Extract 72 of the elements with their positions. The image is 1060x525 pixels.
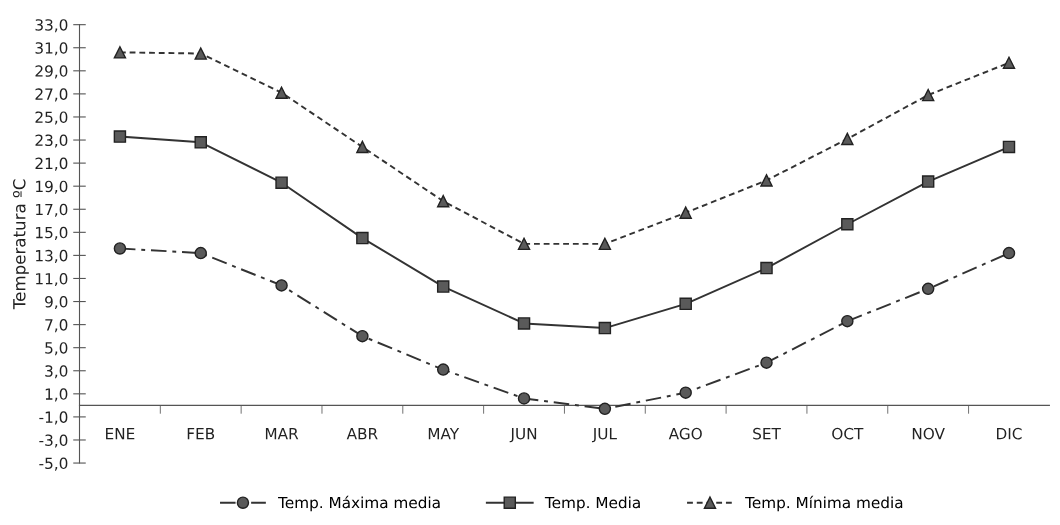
legend-label: Temp. Mínima media bbox=[745, 495, 903, 512]
y-tick-label: 1,0 bbox=[45, 388, 68, 402]
y-tick-label: -1,0 bbox=[39, 411, 68, 425]
point bbox=[598, 402, 612, 416]
point bbox=[760, 261, 773, 275]
point bbox=[113, 242, 127, 255]
x-tick-label: AGO bbox=[668, 427, 702, 440]
point bbox=[841, 132, 854, 146]
y-tick-label: 21,0 bbox=[35, 157, 68, 171]
x-tick-label: MAY bbox=[428, 428, 460, 440]
y-tick-label: 29,0 bbox=[35, 65, 68, 79]
x-tick-label: JUL bbox=[591, 428, 617, 443]
point bbox=[679, 386, 692, 399]
y-tick-label: 9,0 bbox=[45, 296, 68, 310]
point bbox=[436, 363, 450, 376]
point bbox=[356, 231, 369, 245]
y-tick-label: 3,0 bbox=[45, 365, 68, 379]
point bbox=[679, 297, 692, 311]
y-tick-label: 11,0 bbox=[36, 272, 68, 287]
point bbox=[113, 46, 127, 59]
point bbox=[194, 246, 207, 260]
point bbox=[760, 174, 773, 187]
point bbox=[1002, 246, 1016, 260]
legend-label: Temp. Media bbox=[544, 496, 640, 512]
y-tick-label: -5,0 bbox=[39, 457, 68, 471]
point bbox=[1002, 56, 1016, 69]
y-tick-label: 15,0 bbox=[36, 226, 68, 240]
point bbox=[194, 47, 207, 60]
y-tick-label: 5,0 bbox=[45, 342, 68, 356]
x-tick-label: NOV bbox=[912, 427, 945, 440]
y-tick-label: -3,0 bbox=[39, 434, 68, 448]
y-axis-title: Temperatura ºC bbox=[12, 179, 29, 310]
point bbox=[679, 206, 692, 219]
point bbox=[921, 175, 935, 188]
point bbox=[436, 280, 450, 293]
point bbox=[275, 279, 288, 292]
x-tick-label: OCT bbox=[832, 427, 864, 440]
point bbox=[921, 282, 935, 296]
point bbox=[598, 237, 612, 251]
point bbox=[921, 88, 935, 102]
point bbox=[517, 317, 531, 330]
point bbox=[194, 136, 207, 149]
x-tick-label: DIC bbox=[997, 427, 1022, 440]
y-tick-label: 31,0 bbox=[35, 42, 68, 56]
y-tick-label: 27,0 bbox=[35, 88, 68, 102]
x-tick-label: SET bbox=[753, 427, 781, 440]
point bbox=[841, 314, 854, 328]
y-tick-label: 7,0 bbox=[45, 319, 68, 333]
point bbox=[356, 140, 369, 154]
x-tick-label: ABR bbox=[346, 428, 378, 440]
point bbox=[275, 86, 288, 99]
point bbox=[517, 392, 531, 405]
point bbox=[760, 356, 773, 369]
y-tick-label: 17,0 bbox=[36, 203, 68, 217]
y-tick-label: 25,0 bbox=[35, 111, 68, 125]
point bbox=[517, 237, 531, 251]
y-tick-label: 13,0 bbox=[36, 249, 68, 263]
x-tick-label: MAR bbox=[265, 428, 299, 440]
point bbox=[436, 194, 450, 208]
point bbox=[598, 321, 612, 335]
point bbox=[841, 218, 854, 231]
y-tick-label: 19,0 bbox=[36, 180, 68, 194]
y-tick-label: 33,0 bbox=[35, 19, 68, 33]
point bbox=[275, 176, 288, 189]
x-tick-label: JUN bbox=[509, 428, 537, 443]
legend-label: Temp. Máxima media bbox=[278, 495, 440, 512]
point bbox=[1002, 140, 1016, 154]
point bbox=[113, 130, 127, 143]
y-tick-label: 23,0 bbox=[35, 134, 68, 148]
point bbox=[356, 329, 369, 343]
x-tick-label: ENE bbox=[106, 428, 135, 440]
x-tick-label: FEB bbox=[187, 428, 215, 440]
